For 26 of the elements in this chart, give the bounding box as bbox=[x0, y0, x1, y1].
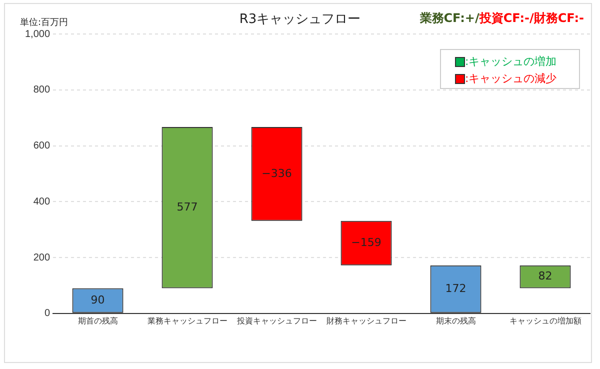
text: 業務CF:+/ bbox=[420, 11, 480, 25]
chart-title: R3キャッシュフロー bbox=[239, 12, 361, 27]
data-label: 82 bbox=[538, 270, 552, 283]
x-tick-label: 期首の残高 bbox=[78, 316, 118, 326]
data-label: 172 bbox=[445, 282, 466, 295]
y-tick-label: 200 bbox=[33, 252, 50, 264]
key-panel: :キャッシュの増加 :キャッシュの減少 bbox=[440, 49, 580, 89]
x-tick-label: 投資キャッシュフロー bbox=[236, 316, 317, 326]
annotation: :キャッシュの減少 bbox=[465, 71, 557, 86]
x-tick-label: 財務キャッシュフロー bbox=[326, 316, 406, 326]
data-label: −336 bbox=[262, 166, 292, 180]
data-label: 90 bbox=[90, 293, 105, 306]
data-label: 577 bbox=[176, 200, 198, 214]
annotation: :キャッシュの増加 bbox=[465, 54, 557, 69]
y-axis-title: 単位:百万円 bbox=[20, 16, 68, 29]
y-tick-label: 800 bbox=[33, 84, 50, 96]
text: 財務CF:- bbox=[534, 11, 584, 25]
text: 投資CF:-/ bbox=[479, 11, 534, 25]
x-tick-label: キャッシュの増加額 bbox=[509, 316, 582, 326]
x-tick-label: 業務キャッシュフロー bbox=[147, 316, 228, 326]
data-label: −159 bbox=[351, 236, 382, 249]
y-tick-label: 1,000 bbox=[24, 28, 50, 40]
y-tick-label: 400 bbox=[33, 196, 50, 208]
y-tick-label: 600 bbox=[33, 140, 50, 152]
y-tick-label: 0 bbox=[44, 308, 50, 320]
x-tick-label: 期末の残高 bbox=[436, 316, 476, 326]
